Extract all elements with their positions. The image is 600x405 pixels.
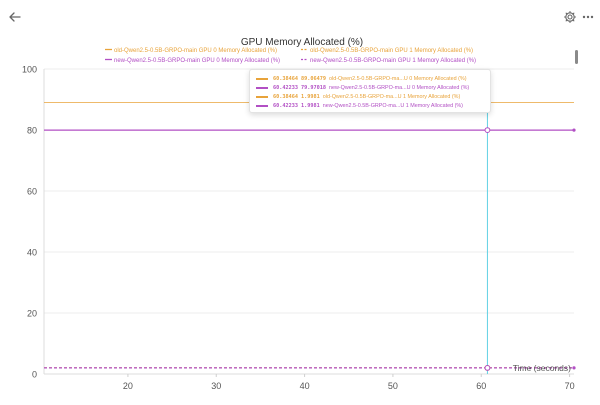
tick-labels: 0 20 40 60 80 100 20 30 40 50 60 70 [22,65,575,392]
tooltip-series-name: old-Qwen2.5-0.5B-GRPO-ma...U 0 Memory Al… [329,75,467,82]
tooltip-swatch [256,86,268,89]
tooltip-x-value: 60.42233 [273,84,298,91]
tooltip-x-value: 60.38464 [273,93,298,100]
tooltip-x-value: 60.38464 [273,75,298,82]
x-tick-label: 60 [476,381,486,391]
y-tick-label: 40 [27,248,37,258]
grid [43,68,574,377]
legend: old-Qwen2.5-0.5B-GRPO-main GPU 0 Memory … [105,48,476,64]
x-tick-label: 30 [211,381,221,391]
y-tick-label: 20 [27,309,37,319]
more-options-button[interactable] [581,9,595,23]
tooltip-y-value: 1.9981 [301,93,320,100]
tooltip-y-value: 79.97018 [301,84,326,91]
settings-button[interactable] [563,9,577,24]
tooltip-row: 60.38464 89.06479 old-Qwen2.5-0.5B-GRPO-ma… [256,74,484,83]
tooltip-series-name: new-Qwen2.5-0.5B-GRPO-ma...U 1 Memory Al… [322,102,463,109]
chart-title: GPU Memory Allocated (%) [241,37,363,48]
hover-group [484,69,491,374]
series-endpoint [572,366,576,370]
tooltip-x-value: 60.42233 [273,102,298,109]
legend-entry[interactable]: new-Qwen2.5-0.5B-GRPO-main GPU 1 Memory … [310,58,476,64]
y-tick-label: 100 [22,65,37,75]
legend-entry[interactable]: new-Qwen2.5-0.5B-GRPO-main GPU 0 Memory … [114,58,280,64]
back-button[interactable] [6,8,24,26]
tooltip-row: 60.42233 79.97018 new-Qwen2.5-0.5B-GRPO-ma… [256,83,484,92]
x-tick-label: 70 [565,381,575,391]
series-group [44,101,576,370]
legend-entry[interactable]: old-Qwen2.5-0.5B-GRPO-main GPU 0 Memory … [114,48,277,54]
x-tick-label: 20 [123,381,133,391]
hover-point [484,127,491,133]
tooltip-series-name: old-Qwen2.5-0.5B-GRPO-ma...U 1 Memory Al… [322,93,461,100]
y-tick-label: 80 [27,126,37,136]
tooltip-swatch [256,77,268,80]
tooltip-y-value: 1.9981 [301,102,320,109]
series-endpoint [572,128,576,132]
y-tick-label: 0 [32,370,37,380]
y-tick-label: 60 [27,187,37,197]
hover-tooltip: 60.38464 89.06479 old-Qwen2.5-0.5B-GRPO-ma… [249,69,491,113]
tooltip-y-value: 89.06479 [301,75,326,82]
tooltip-swatch [256,95,268,98]
x-axis-label: Time (seconds) [513,363,571,373]
arrow-left-icon [9,12,21,22]
tooltip-row: 60.42233 1.9981 new-Qwen2.5-0.5B-GRPO-ma..… [256,101,484,110]
legend-entry[interactable]: old-Qwen2.5-0.5B-GRPO-main GPU 1 Memory … [310,48,473,54]
tooltip-swatch [256,104,268,107]
x-tick-label: 50 [388,381,398,391]
x-tick-label: 40 [300,381,310,391]
hover-point [484,365,491,371]
gear-icon [563,10,577,24]
tooltip-row: 60.38464 1.9981 old-Qwen2.5-0.5B-GRPO-ma..… [256,92,484,101]
more-horizontal-icon [582,15,594,19]
tooltip-series-name: new-Qwen2.5-0.5B-GRPO-ma...U 0 Memory Al… [329,84,470,91]
legend-scrollbar[interactable] [575,50,578,64]
